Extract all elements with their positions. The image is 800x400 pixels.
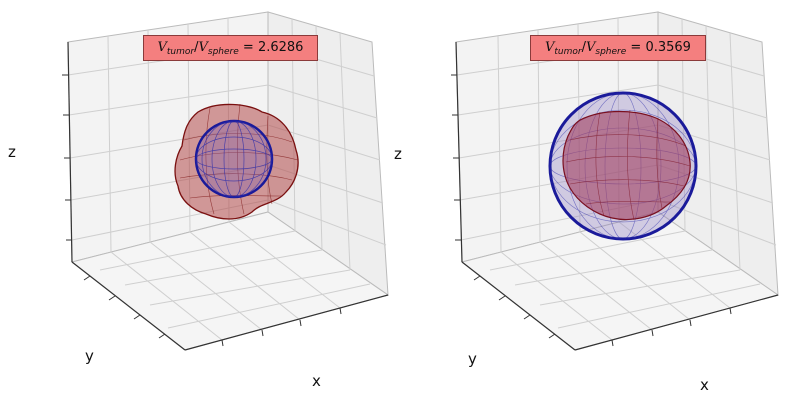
plot-3d-right <box>451 11 780 351</box>
y-axis-label-right: y <box>468 350 477 368</box>
v-symbol: V <box>157 39 167 55</box>
z-axis-ticks <box>62 74 72 241</box>
tumor-subscript: tumor <box>554 46 582 57</box>
sphere-mesh <box>194 119 274 199</box>
x-axis-label-left: x <box>312 372 321 390</box>
x-axis-label-right: x <box>700 376 709 394</box>
tumor-subscript: tumor <box>166 46 195 57</box>
ratio-expression-left: Vtumor/Vsphere = 2.6286 <box>157 39 304 57</box>
equals-sign: = <box>626 39 646 55</box>
z-axis-ticks <box>451 74 461 241</box>
y-axis-ticks <box>473 275 556 339</box>
volume-ratio-box-right: Vtumor/Vsphere = 0.3569 <box>530 35 706 61</box>
panel-left: Vtumor/Vsphere = 2.6286 z y x <box>8 11 390 390</box>
axis-lines <box>67 41 389 351</box>
ratio-value-left: 2.6286 <box>257 39 304 55</box>
z-axis-label-right: z <box>394 145 402 163</box>
ratio-value-right: 0.3569 <box>645 39 691 55</box>
v-symbol: V <box>586 39 596 55</box>
ratio-expression-right: Vtumor/Vsphere = 0.3569 <box>545 39 691 57</box>
y-axis-label-left: y <box>85 347 94 365</box>
v-symbol: V <box>545 39 555 55</box>
volume-ratio-box-left: Vtumor/Vsphere = 2.6286 <box>143 35 318 61</box>
grid-lines <box>67 17 387 341</box>
plot-3d-left <box>62 11 390 351</box>
y-axis-ticks <box>83 275 166 339</box>
z-axis-label-left: z <box>8 143 16 161</box>
tumor-mesh <box>562 109 691 221</box>
axis-lines <box>455 41 779 351</box>
sphere-subscript: sphere <box>595 46 627 57</box>
v-symbol: V <box>198 39 208 55</box>
x-axis-ticks <box>611 307 732 347</box>
sphere-subscript: sphere <box>207 46 239 57</box>
x-axis-ticks <box>221 307 342 347</box>
panel-right: Vtumor/Vsphere = 0.3569 z y x <box>390 0 790 400</box>
equals-sign: = <box>238 39 258 55</box>
